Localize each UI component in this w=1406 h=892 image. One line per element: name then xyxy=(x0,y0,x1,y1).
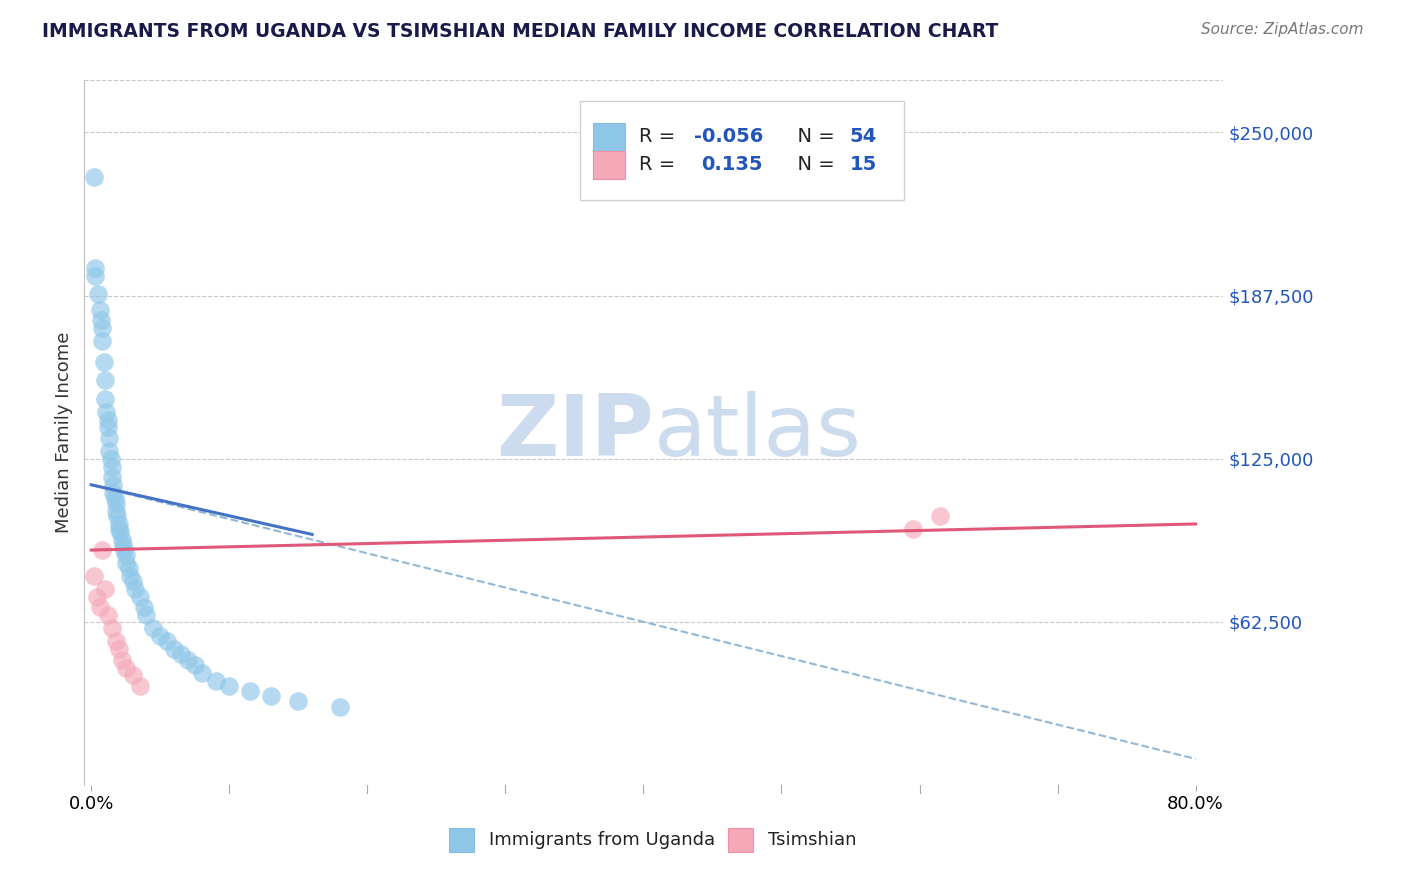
Point xyxy=(101,459,124,474)
Point xyxy=(94,373,117,387)
Text: Tsimshian: Tsimshian xyxy=(768,831,856,849)
Point xyxy=(128,590,150,604)
Point xyxy=(901,522,924,536)
Point xyxy=(104,491,127,505)
Point xyxy=(121,574,143,589)
Point xyxy=(97,412,120,426)
Point xyxy=(142,621,165,635)
Point xyxy=(149,629,172,643)
Point xyxy=(190,665,212,680)
Text: -0.056: -0.056 xyxy=(693,128,763,146)
Text: IMMIGRANTS FROM UGANDA VS TSIMSHIAN MEDIAN FAMILY INCOME CORRELATION CHART: IMMIGRANTS FROM UGANDA VS TSIMSHIAN MEDI… xyxy=(42,22,998,41)
Text: 0.135: 0.135 xyxy=(702,155,763,174)
Point xyxy=(90,313,112,327)
Point xyxy=(105,496,128,510)
Point xyxy=(184,657,207,672)
Point xyxy=(132,600,155,615)
Point xyxy=(84,268,107,283)
Point xyxy=(87,287,110,301)
Point xyxy=(98,431,121,445)
Point xyxy=(111,533,134,547)
Text: R =: R = xyxy=(638,155,682,174)
Point xyxy=(929,509,952,524)
Point xyxy=(110,524,132,539)
FancyBboxPatch shape xyxy=(579,102,904,200)
Text: Immigrants from Uganda: Immigrants from Uganda xyxy=(489,831,714,849)
Bar xyxy=(593,122,626,151)
Point xyxy=(91,334,114,349)
Text: 54: 54 xyxy=(849,128,877,146)
Point xyxy=(239,684,262,698)
Bar xyxy=(728,828,752,852)
Y-axis label: Median Family Income: Median Family Income xyxy=(55,332,73,533)
Point xyxy=(287,694,309,708)
Text: N =: N = xyxy=(785,155,841,174)
Point xyxy=(83,169,105,184)
Text: 15: 15 xyxy=(849,155,877,174)
Point xyxy=(204,673,226,688)
Point xyxy=(121,668,143,682)
Point xyxy=(107,509,129,524)
Point xyxy=(93,355,115,369)
Point xyxy=(97,420,120,434)
Point xyxy=(89,302,111,317)
Point xyxy=(83,569,105,583)
Point xyxy=(105,504,128,518)
Text: Source: ZipAtlas.com: Source: ZipAtlas.com xyxy=(1201,22,1364,37)
Point xyxy=(101,621,124,635)
Point xyxy=(108,522,131,536)
Bar xyxy=(593,151,626,179)
Bar xyxy=(449,828,474,852)
Point xyxy=(94,392,117,406)
Point xyxy=(103,485,125,500)
Point xyxy=(96,405,118,419)
Point xyxy=(89,600,111,615)
Point xyxy=(329,699,352,714)
Point xyxy=(177,653,200,667)
Point xyxy=(218,679,240,693)
Point xyxy=(117,561,139,575)
Point xyxy=(100,451,122,466)
Point xyxy=(156,634,179,648)
Point xyxy=(135,608,157,623)
Point xyxy=(84,261,107,276)
Point xyxy=(260,690,283,704)
Point xyxy=(91,543,114,558)
Point xyxy=(108,642,131,657)
Text: ZIP: ZIP xyxy=(496,391,654,475)
Point xyxy=(114,660,136,674)
Point xyxy=(103,478,125,492)
Point xyxy=(105,634,128,648)
Text: atlas: atlas xyxy=(654,391,862,475)
Point xyxy=(98,443,121,458)
Point xyxy=(94,582,117,597)
Point xyxy=(111,653,134,667)
Point xyxy=(118,569,141,583)
Point xyxy=(86,590,108,604)
Point xyxy=(97,608,120,623)
Point xyxy=(108,516,131,531)
Point xyxy=(112,543,135,558)
Text: R =: R = xyxy=(638,128,682,146)
Point xyxy=(128,679,150,693)
Point xyxy=(91,321,114,335)
Point xyxy=(124,582,146,597)
Point xyxy=(163,642,186,657)
Text: N =: N = xyxy=(785,128,841,146)
Point xyxy=(101,470,124,484)
Point xyxy=(170,648,193,662)
Point xyxy=(114,556,136,570)
Point xyxy=(111,538,134,552)
Point xyxy=(114,549,136,563)
